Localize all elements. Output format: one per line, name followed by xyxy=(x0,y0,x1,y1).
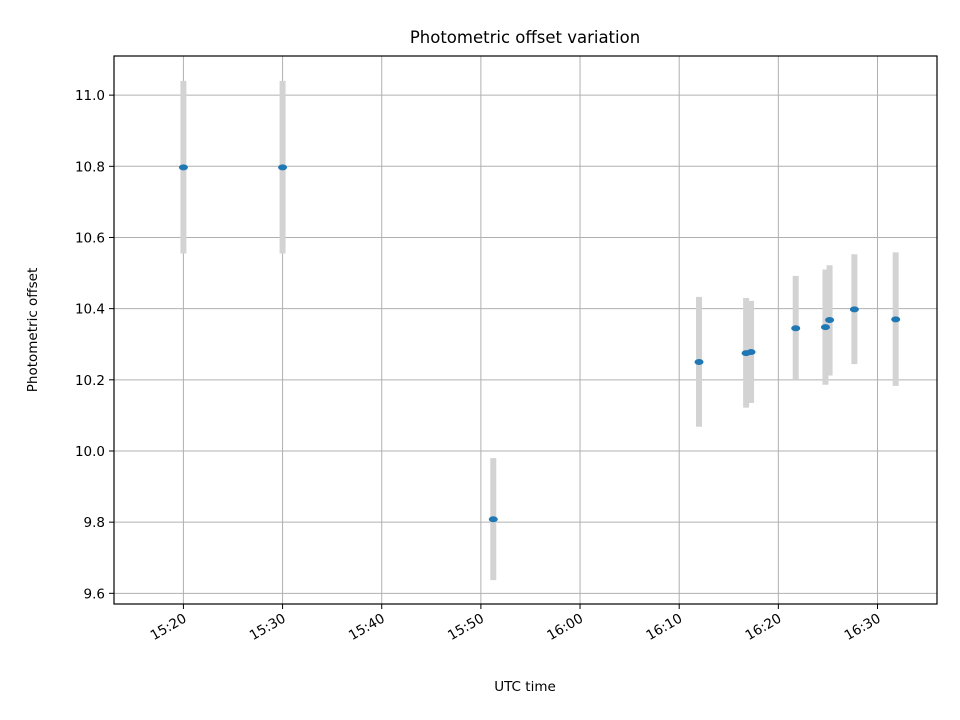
data-point xyxy=(488,516,498,523)
data-point xyxy=(694,359,704,366)
y-tick-label: 10.2 xyxy=(75,373,105,389)
x-tick-label: 15:20 xyxy=(148,611,190,644)
data-points xyxy=(178,164,901,523)
axis-ticks: 15:20 15:30 15:40 15:50 16:00 16:10 16:20 16:30… xyxy=(75,88,884,644)
error-bars xyxy=(180,80,899,581)
y-tick-label: 9.6 xyxy=(84,586,105,602)
data-point xyxy=(278,164,288,171)
data-point xyxy=(849,306,859,313)
data-point xyxy=(791,325,801,332)
data-point xyxy=(820,324,830,331)
y-tick-label: 10.4 xyxy=(75,302,105,318)
y-tick-label: 10.8 xyxy=(75,159,105,175)
x-tick-label: 16:10 xyxy=(643,611,685,644)
y-tick-label: 10.6 xyxy=(75,230,105,246)
x-tick-label: 15:30 xyxy=(247,611,289,644)
x-tick-label: 15:50 xyxy=(445,611,487,644)
data-point xyxy=(746,349,756,356)
x-tick-label: 15:40 xyxy=(346,611,388,644)
x-tick-label: 16:30 xyxy=(842,611,884,644)
data-point xyxy=(891,316,901,323)
y-tick-label: 9.8 xyxy=(84,515,105,531)
data-point xyxy=(178,164,188,171)
grid-layer xyxy=(114,56,937,604)
y-tick-label: 11.0 xyxy=(75,88,105,104)
plot-frame xyxy=(113,55,938,605)
y-tick-label: 10.0 xyxy=(75,444,105,460)
data-point xyxy=(825,317,835,324)
chart-title: Photometric offset variation xyxy=(410,28,640,47)
x-tick-label: 16:20 xyxy=(743,611,785,644)
y-axis-label: Photometric offset xyxy=(25,268,41,392)
x-axis-label: UTC time xyxy=(494,679,556,695)
x-tick-label: 16:00 xyxy=(544,611,586,644)
